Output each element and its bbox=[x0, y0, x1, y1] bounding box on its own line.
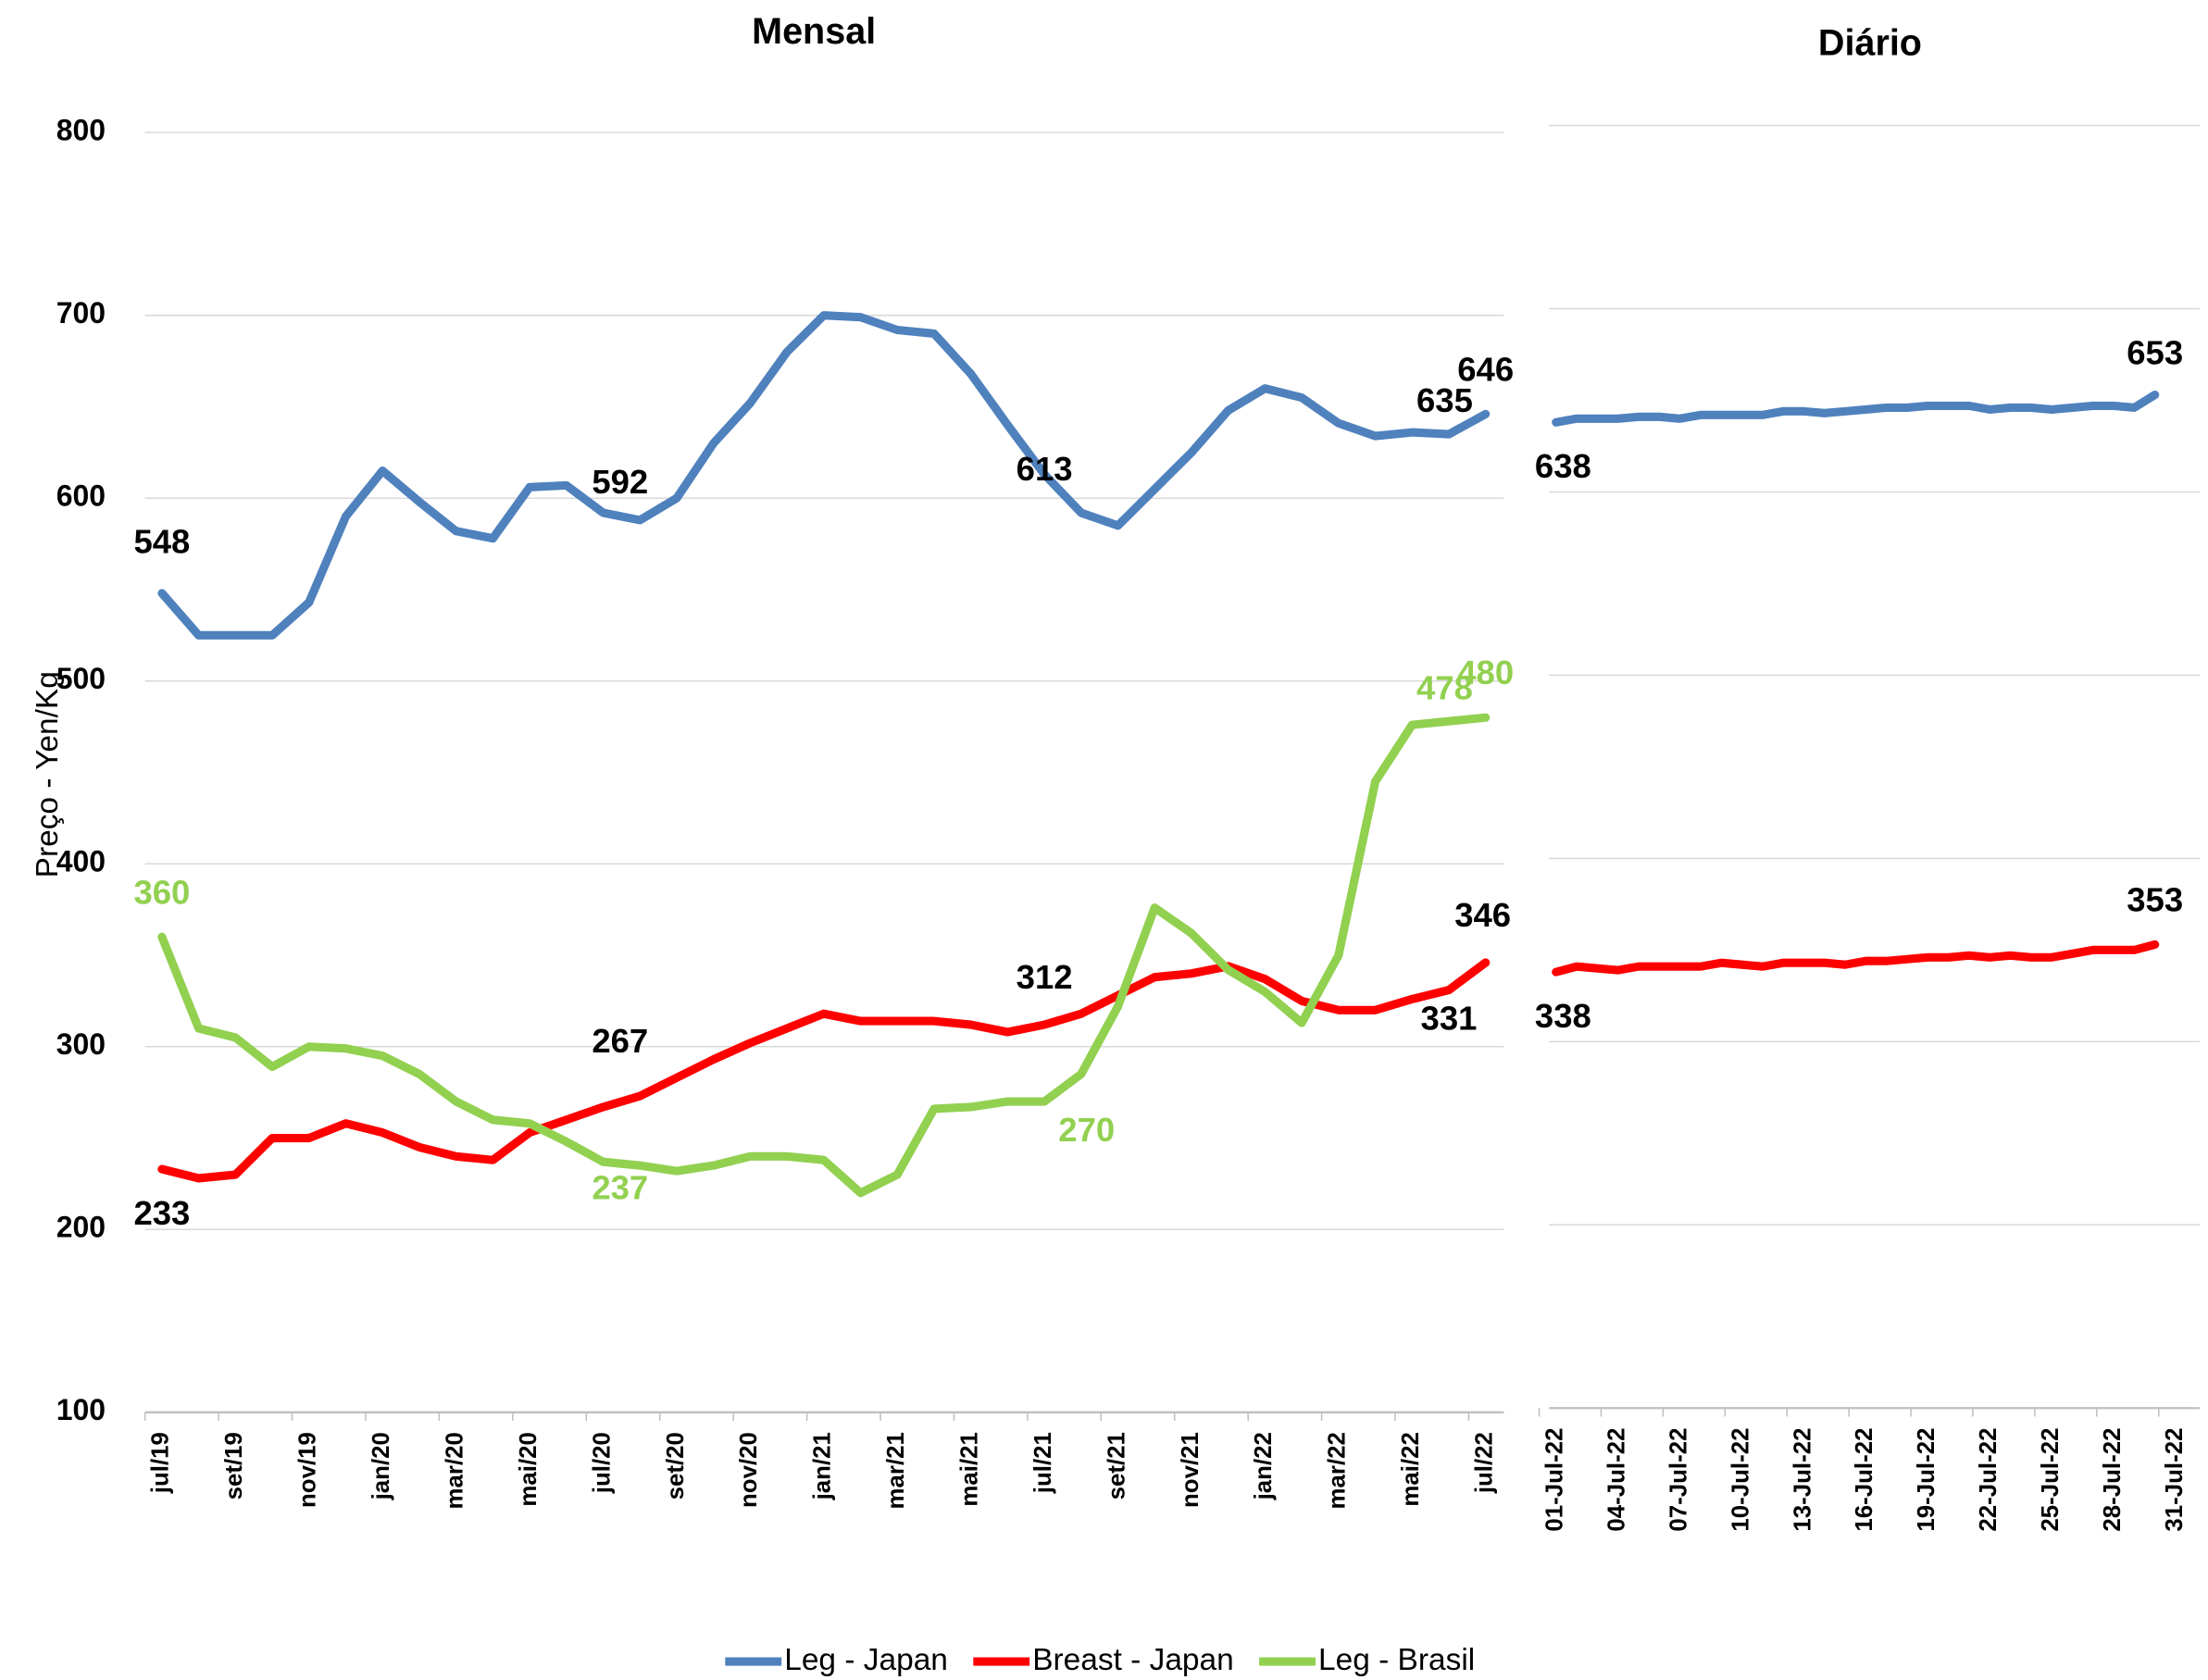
x-tick-label: 28-Jul-22 bbox=[2100, 1428, 2126, 1532]
y-tick-label: 200 bbox=[56, 1211, 106, 1244]
data-label: 360 bbox=[133, 873, 190, 911]
data-label: 331 bbox=[1421, 1000, 1478, 1038]
x-tick-label: set/21 bbox=[1104, 1432, 1129, 1500]
x-tick-label: 19-Jul-22 bbox=[1914, 1428, 1940, 1532]
y-tick-label: 500 bbox=[56, 662, 106, 695]
x-tick-label: mar/22 bbox=[1325, 1432, 1351, 1509]
x-tick-label: 04-Jul-22 bbox=[1604, 1428, 1630, 1532]
x-tick-label: mai/20 bbox=[516, 1432, 542, 1506]
data-label: 233 bbox=[133, 1194, 190, 1232]
x-tick-label: jul/21 bbox=[1030, 1432, 1056, 1494]
y-tick-label: 100 bbox=[56, 1393, 106, 1426]
data-label: 353 bbox=[2127, 880, 2183, 918]
data-label: 270 bbox=[1058, 1111, 1115, 1149]
x-tick-label: jul/19 bbox=[148, 1432, 174, 1494]
y-tick-label: 300 bbox=[56, 1027, 106, 1061]
series-line bbox=[157, 958, 1491, 1183]
x-tick-label: jan/20 bbox=[368, 1432, 394, 1500]
x-tick-label: 22-Jul-22 bbox=[1976, 1428, 2002, 1532]
legend-label: Leg - Japan bbox=[784, 1643, 948, 1677]
y-tick-label: 600 bbox=[56, 479, 106, 513]
data-label: 613 bbox=[1017, 450, 1073, 488]
y-tick-label: 400 bbox=[56, 845, 106, 878]
legend-label: Leg - Brasil bbox=[1318, 1643, 1475, 1677]
x-tick-label: 16-Jul-22 bbox=[1852, 1428, 1877, 1532]
chart-title: Diário bbox=[1818, 22, 1922, 63]
data-label: 635 bbox=[1416, 381, 1473, 419]
x-tick-label: 13-Jul-22 bbox=[1790, 1428, 1815, 1532]
data-label: 312 bbox=[1017, 958, 1073, 996]
data-label: 237 bbox=[592, 1168, 648, 1206]
chart-title: Mensal bbox=[752, 11, 876, 52]
y-tick-label: 800 bbox=[56, 114, 106, 147]
x-tick-label: mai/21 bbox=[957, 1432, 983, 1506]
x-tick-label: mar/21 bbox=[883, 1432, 909, 1509]
x-tick-label: 10-Jul-22 bbox=[1728, 1428, 1753, 1532]
legend-label: Breast - Japan bbox=[1032, 1643, 1234, 1677]
data-label: 653 bbox=[2127, 334, 2183, 372]
x-tick-label: mar/20 bbox=[442, 1432, 468, 1509]
x-tick-label: set/19 bbox=[221, 1432, 247, 1500]
x-tick-label: 01-Jul-22 bbox=[1542, 1428, 1568, 1532]
x-tick-label: mai/22 bbox=[1398, 1432, 1424, 1506]
y-axis-label: Preço - Yen/Kg bbox=[31, 671, 65, 877]
data-label: 592 bbox=[592, 463, 648, 501]
x-tick-label: nov/21 bbox=[1178, 1432, 1204, 1508]
x-tick-label: nov/19 bbox=[295, 1432, 321, 1508]
series-line bbox=[1552, 390, 2160, 427]
x-tick-label: jul/22 bbox=[1472, 1432, 1498, 1494]
data-label: 638 bbox=[1535, 447, 1591, 485]
data-label: 346 bbox=[1454, 896, 1511, 934]
data-label: 646 bbox=[1457, 350, 1514, 388]
x-tick-label: jan/22 bbox=[1251, 1432, 1277, 1500]
x-tick-label: jul/20 bbox=[589, 1432, 615, 1494]
x-tick-label: 31-Jul-22 bbox=[2162, 1428, 2188, 1532]
x-tick-label: nov/20 bbox=[736, 1432, 762, 1508]
x-tick-label: 25-Jul-22 bbox=[2038, 1428, 2064, 1532]
series-line bbox=[157, 713, 1491, 1198]
data-label: 478 bbox=[1416, 668, 1473, 706]
x-tick-label: set/20 bbox=[663, 1432, 689, 1500]
series-line bbox=[1552, 940, 2160, 977]
x-tick-label: jan/21 bbox=[810, 1432, 836, 1500]
data-label: 338 bbox=[1535, 997, 1591, 1035]
y-tick-label: 700 bbox=[56, 296, 106, 330]
series-line bbox=[157, 311, 1491, 640]
x-tick-label: 07-Jul-22 bbox=[1665, 1428, 1691, 1532]
data-label: 480 bbox=[1457, 653, 1514, 691]
data-label: 548 bbox=[133, 522, 190, 560]
data-label: 267 bbox=[592, 1022, 648, 1060]
